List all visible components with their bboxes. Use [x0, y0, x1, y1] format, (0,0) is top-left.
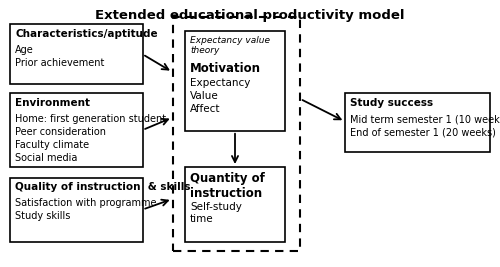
Text: Expectancy: Expectancy	[190, 78, 250, 88]
Bar	[10, 24, 142, 84]
Text: Satisfaction with programme: Satisfaction with programme	[15, 198, 157, 208]
Text: Quantity of
instruction: Quantity of instruction	[190, 172, 265, 200]
Text: Study skills: Study skills	[15, 211, 70, 221]
Bar	[345, 93, 490, 152]
Bar	[185, 31, 285, 131]
Text: Environment: Environment	[15, 98, 90, 108]
Bar	[10, 93, 142, 167]
Text: Motivation: Motivation	[190, 62, 261, 76]
Text: Mid term semester 1 (10 weeks): Mid term semester 1 (10 weeks)	[350, 114, 500, 124]
Text: Social media: Social media	[15, 153, 78, 163]
Text: Home: first generation student: Home: first generation student	[15, 114, 166, 124]
Text: Peer consideration: Peer consideration	[15, 127, 106, 137]
Text: Quality of instruction  & skills: Quality of instruction & skills	[15, 182, 190, 192]
Text: Characteristics/aptitude: Characteristics/aptitude	[15, 29, 158, 39]
Text: Prior achievement: Prior achievement	[15, 58, 104, 68]
Text: Expectancy value
theory: Expectancy value theory	[190, 36, 270, 55]
Text: End of semester 1 (20 weeks): End of semester 1 (20 weeks)	[350, 127, 496, 137]
Text: Affect: Affect	[190, 104, 220, 114]
Text: Age: Age	[15, 45, 34, 55]
Text: Faculty climate: Faculty climate	[15, 140, 89, 150]
Text: Self-study
time: Self-study time	[190, 202, 242, 224]
Text: Value: Value	[190, 91, 219, 101]
Bar	[172, 17, 300, 251]
Bar	[185, 167, 285, 242]
Text: Study success: Study success	[350, 98, 433, 108]
Bar	[10, 178, 142, 242]
Text: Extended educational productivity model: Extended educational productivity model	[95, 9, 405, 22]
